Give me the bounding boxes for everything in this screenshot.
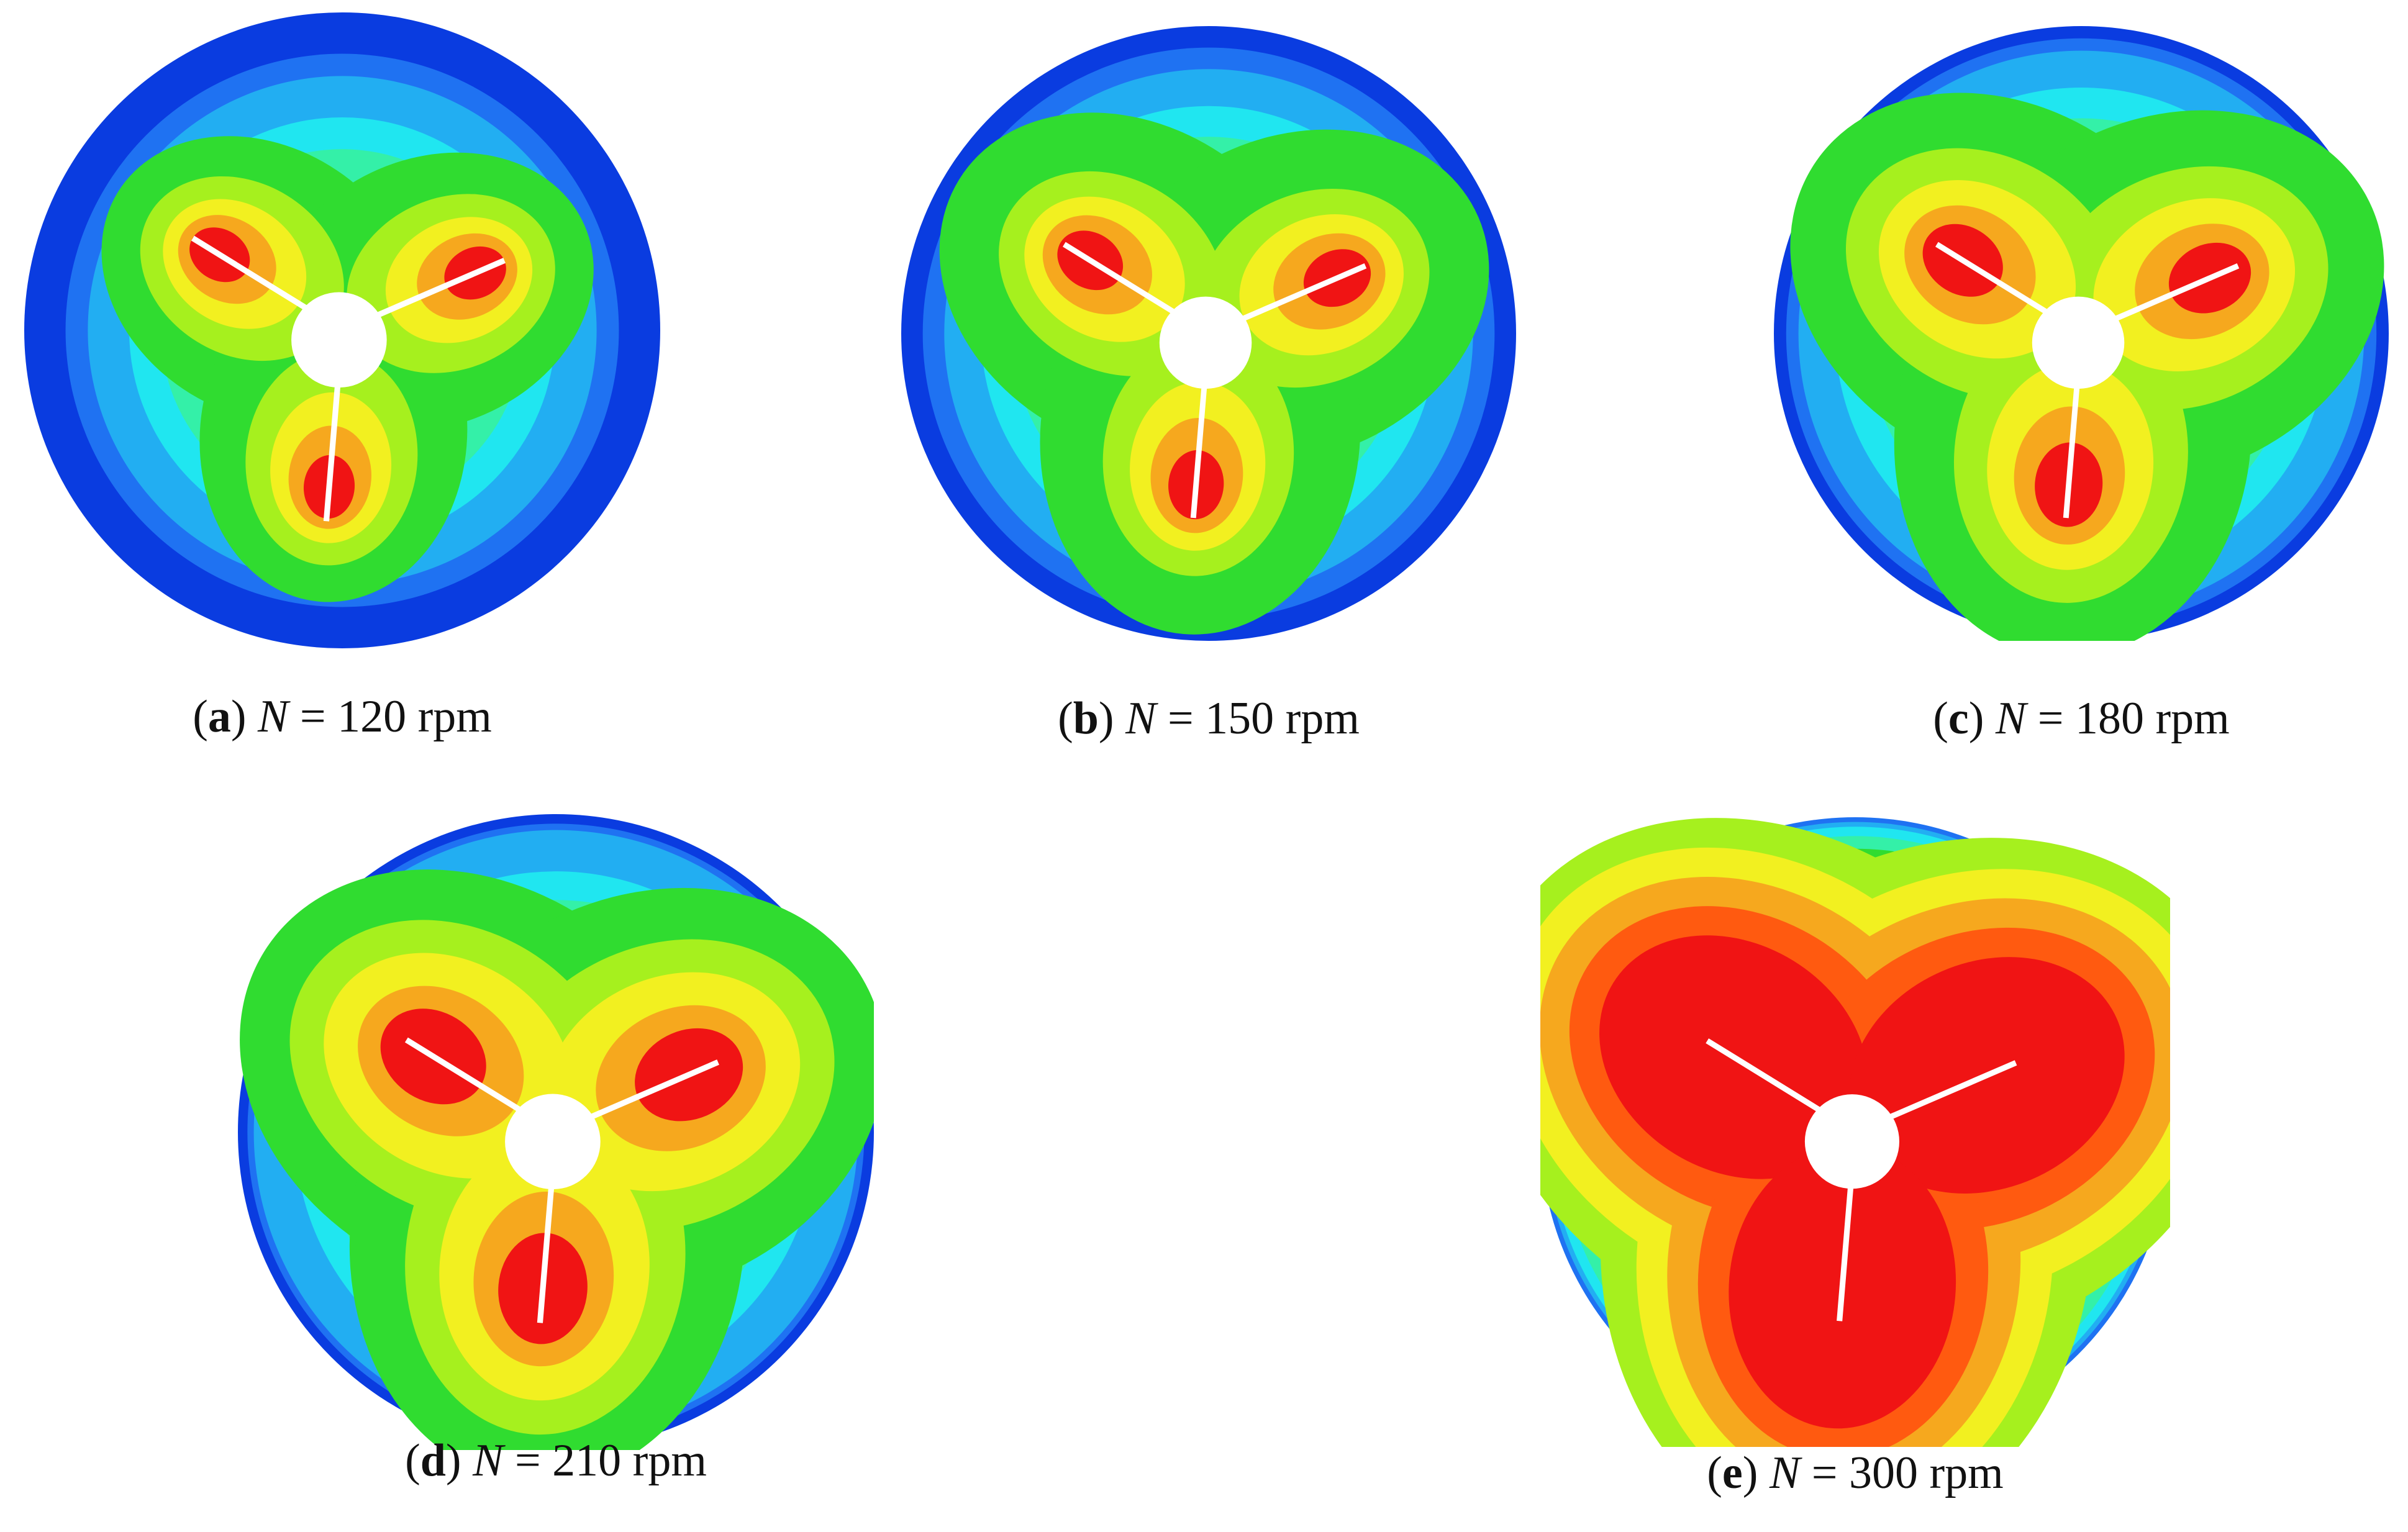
contour-plot — [24, 12, 660, 648]
caption: (e) N = 300 rpm — [1707, 1447, 2003, 1500]
caption-part: N — [1125, 693, 1156, 744]
hub — [2032, 296, 2125, 389]
caption-part: = 300 rpm — [1811, 1448, 2004, 1498]
caption-part: N — [1769, 1448, 1801, 1498]
caption-part: ) — [1742, 1448, 1758, 1498]
caption-part: ( — [405, 1435, 420, 1486]
hub — [1159, 296, 1252, 389]
caption-part: ) — [230, 691, 247, 742]
caption-part: ( — [1707, 1448, 1722, 1498]
caption-part: = 180 rpm — [2037, 693, 2230, 744]
hub — [1804, 1094, 1899, 1189]
caption-part: e — [1722, 1448, 1743, 1498]
contour-plot — [1774, 26, 2389, 641]
caption-part: N — [473, 1435, 504, 1486]
caption-part: = 150 rpm — [1167, 693, 1360, 744]
caption-part: ) — [1098, 693, 1114, 744]
caption: (d) N = 210 rpm — [405, 1435, 707, 1487]
caption-part: = 210 rpm — [514, 1435, 707, 1486]
caption-part: = 120 rpm — [299, 691, 492, 742]
caption-part: d — [420, 1435, 446, 1486]
contour-plot — [238, 814, 874, 1450]
caption: (b) N = 150 rpm — [1058, 692, 1360, 745]
hub — [505, 1094, 601, 1190]
caption-part: ( — [1058, 693, 1073, 744]
caption-part: N — [258, 691, 289, 742]
contour-plot — [901, 26, 1516, 641]
caption-part: ) — [1968, 693, 1984, 744]
caption-part: N — [1995, 693, 2027, 744]
caption-part: a — [207, 691, 231, 742]
contour-plot — [1540, 817, 2170, 1447]
caption-part: ) — [445, 1435, 461, 1486]
hub — [291, 292, 387, 388]
caption: (c) N = 180 rpm — [1933, 692, 2229, 745]
caption: (a) N = 120 rpm — [193, 691, 492, 743]
caption-part: b — [1073, 693, 1099, 744]
caption-part: ( — [1933, 693, 1948, 744]
caption-part: ( — [193, 691, 208, 742]
caption-part: c — [1948, 693, 1969, 744]
